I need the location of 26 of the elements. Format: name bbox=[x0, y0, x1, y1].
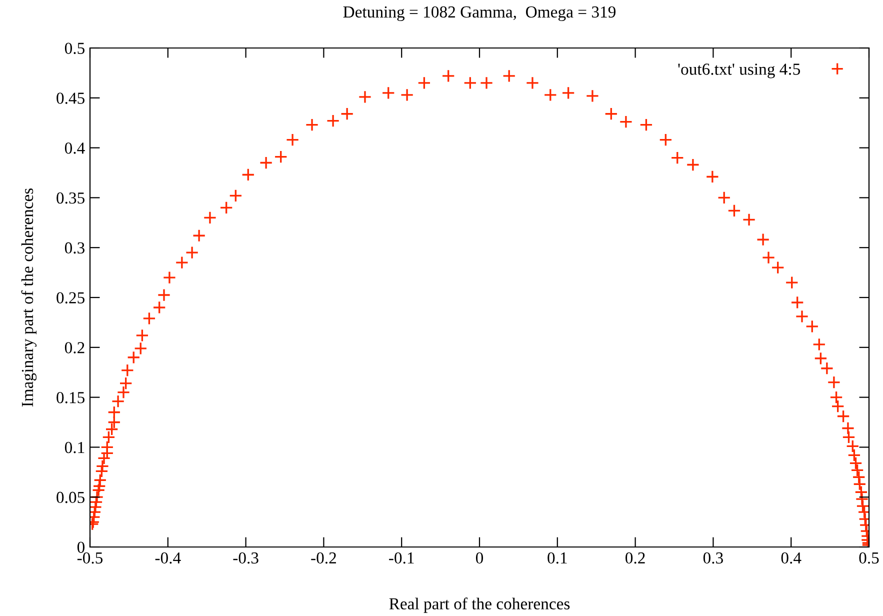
y-tick-label: 0.05 bbox=[56, 492, 84, 504]
y-tick-label: 0.2 bbox=[64, 342, 84, 354]
y-tick-label: 0.1 bbox=[64, 442, 84, 454]
x-tick-label: 0.4 bbox=[781, 552, 802, 564]
x-tick-label: -0.4 bbox=[155, 552, 181, 564]
x-tick-label: 0 bbox=[476, 552, 484, 564]
y-tick-label: 0.15 bbox=[56, 392, 84, 404]
y-tick-label: 0.4 bbox=[64, 142, 85, 154]
y-tick-label: 0 bbox=[77, 542, 85, 553]
y-axis-title: Imaginary part of the coherences bbox=[21, 188, 37, 407]
x-tick-label: 0.1 bbox=[548, 552, 567, 564]
x-tick-label: -0.3 bbox=[233, 552, 258, 564]
x-tick-label: -0.5 bbox=[77, 552, 103, 564]
chart-title: Detuning = 1082 Gamma, Omega = 319 bbox=[343, 6, 616, 22]
y-tick-label: 0.35 bbox=[56, 192, 84, 204]
x-tick-label: 0.2 bbox=[626, 552, 645, 564]
x-tick-label: -0.1 bbox=[389, 552, 414, 564]
legend-label: 'out6.txt' using 4:5 bbox=[678, 64, 800, 78]
y-tick-label: 0.45 bbox=[56, 92, 84, 104]
y-tick-label: 0.5 bbox=[64, 42, 84, 54]
y-tick-label: 0.25 bbox=[56, 292, 84, 304]
x-tick-label: -0.2 bbox=[311, 552, 336, 564]
x-tick-label: 0.5 bbox=[859, 552, 879, 564]
x-tick-label: 0.3 bbox=[703, 552, 723, 564]
x-axis-title: Real part of the coherences bbox=[389, 598, 570, 613]
y-tick-label: 0.3 bbox=[64, 242, 84, 254]
